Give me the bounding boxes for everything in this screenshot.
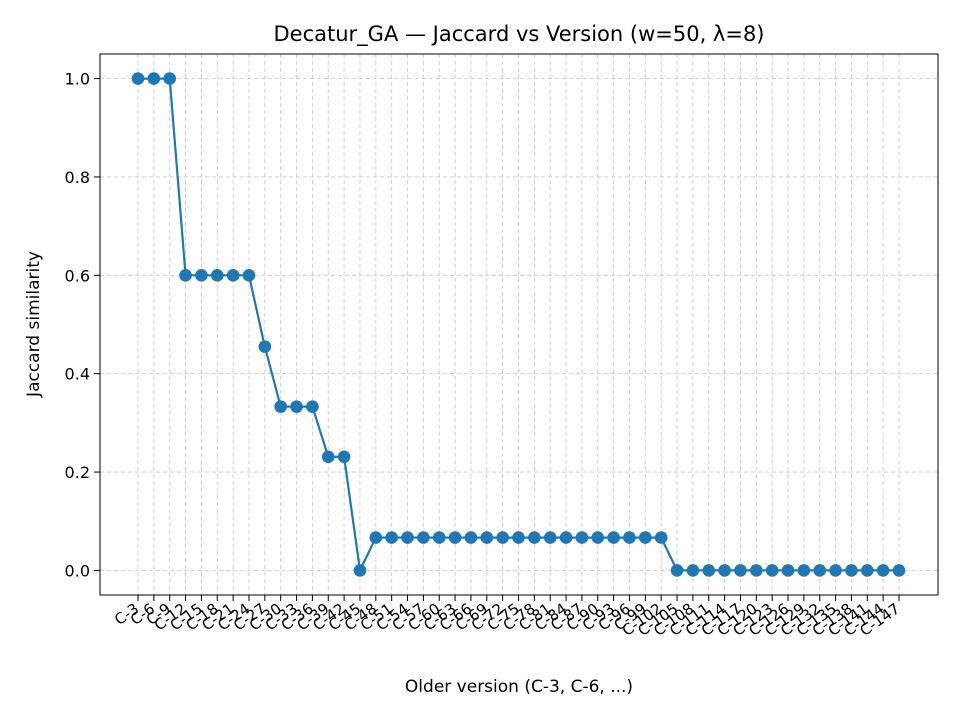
data-point (686, 564, 700, 577)
data-point (765, 564, 779, 577)
data-point (353, 564, 367, 577)
data-point (432, 531, 446, 544)
data-point (654, 531, 668, 544)
chart-title: Decatur_GA — Jaccard vs Version (w=50, λ… (273, 22, 764, 47)
data-point (464, 531, 478, 544)
data-point (512, 531, 525, 544)
data-point (290, 400, 303, 413)
data-point (448, 531, 462, 544)
y-tick-label: 0.6 (65, 266, 90, 285)
y-tick-label: 0.4 (65, 365, 90, 384)
data-point (369, 531, 383, 544)
data-point (496, 531, 509, 544)
data-point (480, 531, 494, 544)
data-point (543, 531, 557, 544)
data-point (670, 564, 684, 577)
data-point (195, 269, 208, 282)
data-point (750, 564, 763, 577)
data-point (179, 269, 192, 282)
data-point (321, 450, 335, 464)
data-point (147, 72, 161, 85)
data-point (607, 531, 620, 544)
data-point (781, 564, 795, 577)
y-tick-label: 0.0 (65, 561, 90, 580)
y-axis: 0.0 0.2 0.4 0.6 0.8 1.0 (65, 70, 100, 580)
grid (100, 54, 938, 595)
data-point (860, 564, 874, 577)
data-point (892, 564, 906, 577)
y-tick-label: 0.8 (65, 168, 90, 187)
data-point (845, 564, 858, 577)
data-point (813, 564, 827, 577)
data-point (226, 269, 240, 282)
data-point (734, 564, 747, 577)
data-point (337, 450, 351, 464)
series (131, 72, 906, 577)
data-point (417, 531, 430, 544)
data-point (559, 531, 573, 544)
data-point (163, 72, 177, 85)
data-point (306, 400, 319, 413)
data-point (242, 269, 256, 282)
data-point (131, 72, 145, 85)
data-point (210, 269, 224, 282)
y-tick-label: 0.2 (65, 463, 90, 482)
data-point (274, 400, 287, 413)
y-tick-label: 1.0 (65, 70, 90, 89)
data-point (385, 531, 398, 544)
x-axis-label: Older version (C-3, C-6, ...) (405, 677, 633, 697)
data-point (528, 531, 541, 544)
data-point (623, 531, 636, 544)
data-point (797, 564, 811, 577)
data-point (702, 564, 716, 577)
data-point (575, 531, 589, 544)
data-point (876, 564, 890, 577)
data-point (718, 564, 731, 577)
data-point (258, 340, 272, 353)
data-point (639, 531, 652, 544)
data-point (591, 531, 605, 544)
y-axis-label: Jaccard similarity (24, 251, 44, 398)
data-point (401, 531, 414, 544)
data-point (829, 564, 842, 577)
